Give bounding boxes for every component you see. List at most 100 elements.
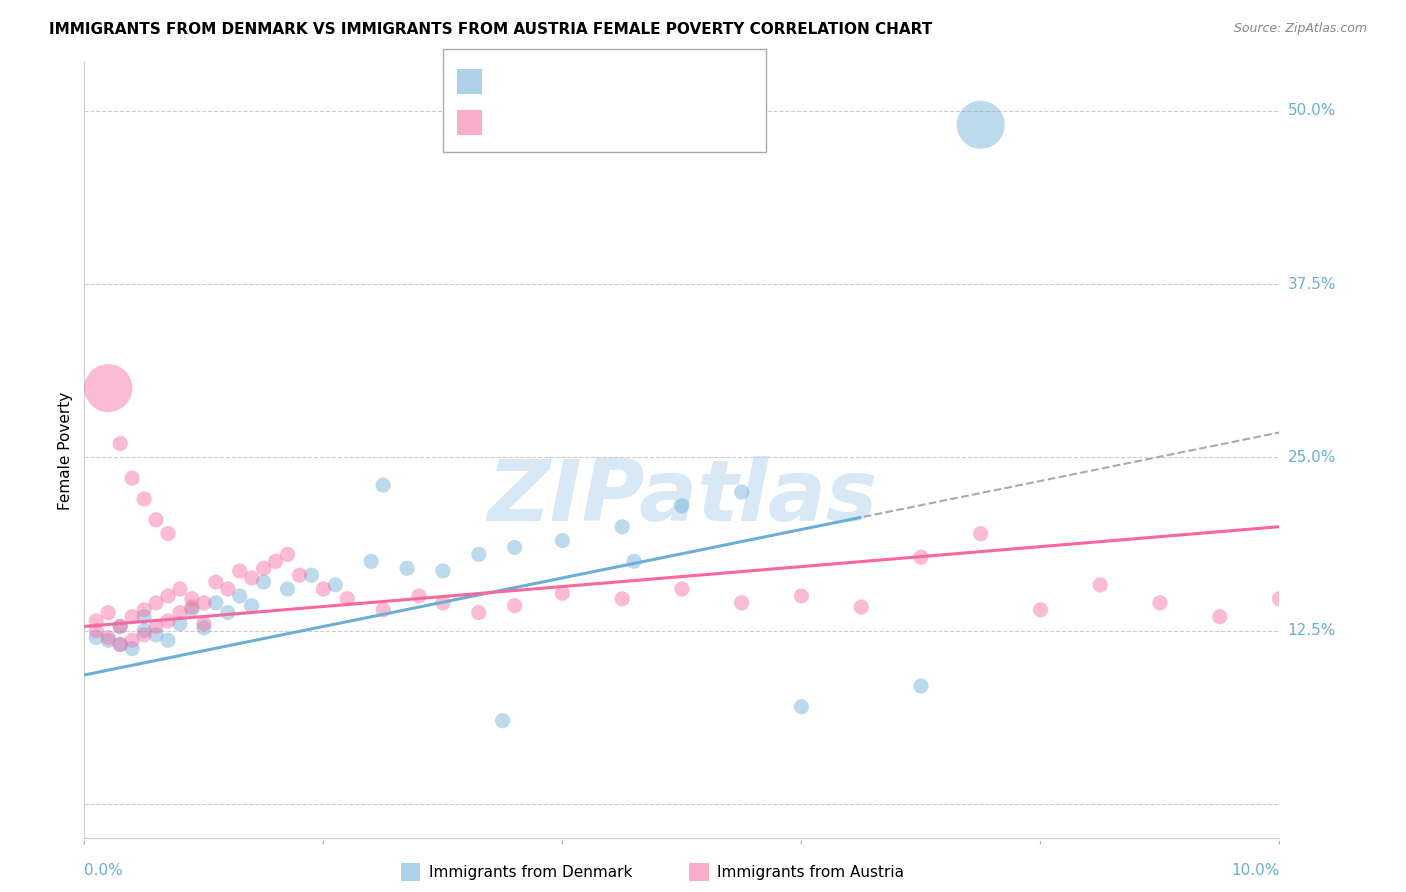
Point	[217, 582, 239, 596]
Text: 25.0%: 25.0%	[1288, 450, 1336, 465]
Point	[132, 603, 156, 617]
Point	[110, 638, 132, 652]
Point	[671, 582, 693, 596]
Text: 12.5%: 12.5%	[1288, 624, 1336, 638]
Point	[132, 609, 156, 624]
Point	[910, 550, 932, 565]
Point	[157, 526, 180, 541]
Point	[145, 596, 167, 610]
Point	[551, 586, 574, 600]
Point	[145, 619, 167, 633]
Point	[86, 624, 108, 638]
Point	[851, 600, 873, 615]
Text: R = 0.430   N = 35: R = 0.430 N = 35	[494, 73, 651, 91]
Point	[228, 589, 252, 603]
Point	[110, 619, 132, 633]
Text: ZIPatlas: ZIPatlas	[486, 456, 877, 539]
Point	[181, 591, 204, 606]
Point	[1090, 578, 1112, 592]
Point	[169, 616, 191, 631]
Point	[551, 533, 574, 548]
Point	[157, 614, 180, 628]
Point	[1149, 596, 1171, 610]
Point	[193, 596, 215, 610]
Point	[325, 578, 347, 592]
Text: IMMIGRANTS FROM DENMARK VS IMMIGRANTS FROM AUSTRIA FEMALE POVERTY CORRELATION CH: IMMIGRANTS FROM DENMARK VS IMMIGRANTS FR…	[49, 22, 932, 37]
Point	[264, 554, 287, 568]
Point	[503, 541, 526, 555]
Point	[623, 554, 645, 568]
Point	[121, 633, 143, 648]
Point	[277, 582, 299, 596]
Point	[432, 596, 454, 610]
Point	[110, 638, 132, 652]
Point	[301, 568, 323, 582]
Point	[86, 631, 108, 645]
Point	[360, 554, 382, 568]
Point	[492, 714, 515, 728]
Point	[181, 600, 204, 615]
Text: 37.5%: 37.5%	[1288, 277, 1336, 292]
Point	[468, 606, 491, 620]
Text: Immigrants from Denmark: Immigrants from Denmark	[429, 865, 633, 880]
Point	[157, 589, 180, 603]
Point	[336, 591, 359, 606]
Point	[205, 575, 228, 590]
Point	[1029, 603, 1052, 617]
Text: 10.0%: 10.0%	[1232, 863, 1279, 879]
Point	[671, 499, 693, 513]
Point	[193, 616, 215, 631]
Point	[253, 561, 276, 575]
Text: Source: ZipAtlas.com: Source: ZipAtlas.com	[1233, 22, 1367, 36]
Point	[503, 599, 526, 613]
Point	[432, 564, 454, 578]
Point	[373, 478, 395, 492]
Point	[790, 589, 813, 603]
Point	[157, 633, 180, 648]
Point	[97, 606, 120, 620]
Point	[121, 609, 143, 624]
Text: Immigrants from Austria: Immigrants from Austria	[717, 865, 904, 880]
Text: R =  0.172   N = 54: R = 0.172 N = 54	[494, 114, 655, 132]
Point	[910, 679, 932, 693]
Point	[1268, 591, 1291, 606]
Point	[1209, 609, 1232, 624]
Point	[396, 561, 419, 575]
Point	[86, 614, 108, 628]
Point	[312, 582, 335, 596]
Point	[240, 571, 263, 585]
Point	[205, 596, 228, 610]
Point	[169, 582, 191, 596]
Point	[468, 548, 491, 562]
Point	[97, 631, 120, 645]
Point	[240, 599, 263, 613]
Point	[121, 471, 143, 485]
Point	[132, 628, 156, 642]
Point	[288, 568, 311, 582]
Point	[145, 628, 167, 642]
Point	[731, 485, 754, 500]
Point	[970, 118, 993, 132]
Point	[612, 519, 634, 533]
Point	[217, 606, 239, 620]
Point	[97, 381, 120, 395]
Point	[228, 564, 252, 578]
Point	[145, 513, 167, 527]
Point	[132, 491, 156, 506]
Point	[731, 596, 754, 610]
Point	[612, 591, 634, 606]
Text: 0.0%: 0.0%	[84, 863, 124, 879]
Point	[169, 606, 191, 620]
Point	[110, 619, 132, 633]
Text: 50.0%: 50.0%	[1288, 103, 1336, 119]
Point	[373, 603, 395, 617]
Point	[110, 436, 132, 450]
Point	[408, 589, 430, 603]
Point	[97, 633, 120, 648]
Point	[277, 548, 299, 562]
Point	[253, 575, 276, 590]
Point	[132, 624, 156, 638]
Point	[181, 603, 204, 617]
Point	[121, 641, 143, 656]
Point	[790, 699, 813, 714]
